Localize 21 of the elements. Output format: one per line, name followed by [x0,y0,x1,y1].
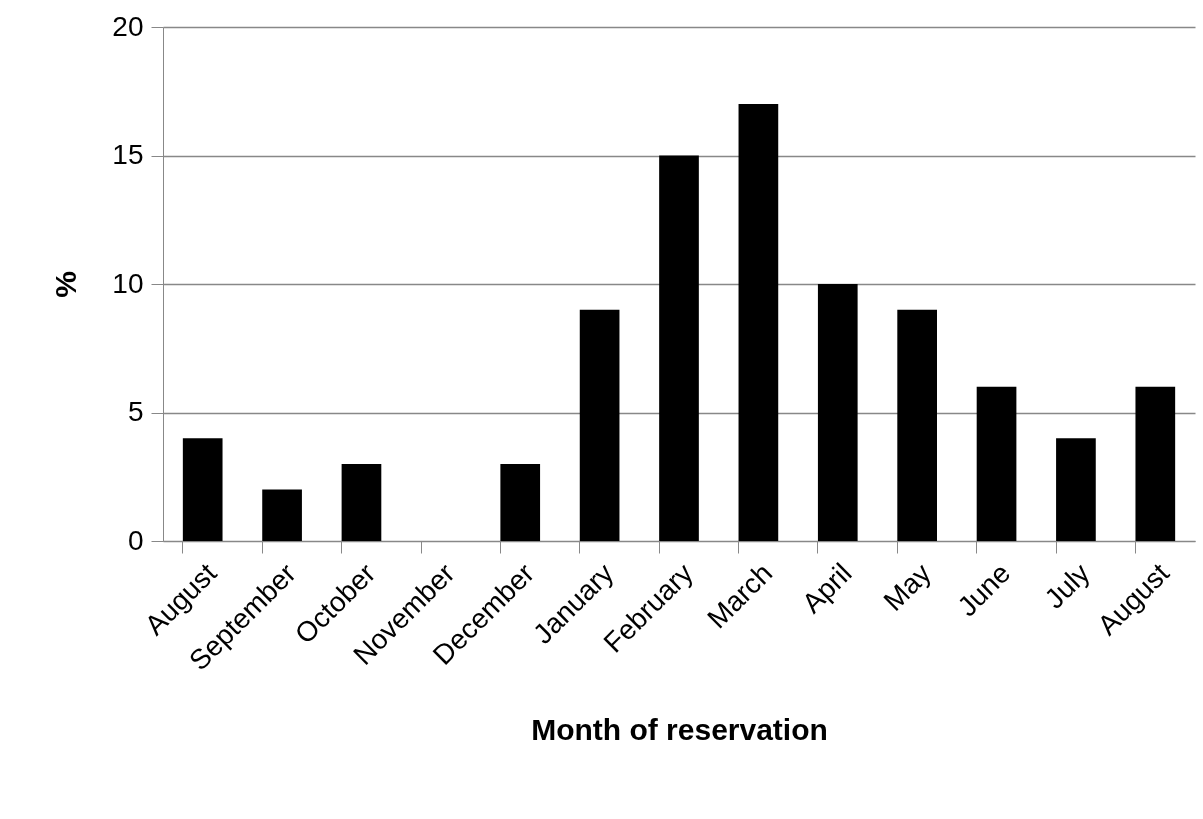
bar [579,309,620,541]
y-axis-title: % [49,271,83,298]
bar [659,155,699,541]
bar [1135,386,1176,541]
y-tick-label: 10 [112,267,144,299]
bar [738,104,779,541]
bar [262,489,302,541]
bar [897,309,937,541]
y-tick-label: 15 [112,139,144,170]
bar [817,284,858,541]
bar [341,463,382,541]
bar [976,386,1017,541]
y-tick-label: 20 [112,10,144,42]
x-tick-label: May [877,557,937,617]
y-tick-label: 5 [127,396,144,427]
x-axis-title: Month of reservation [531,713,828,747]
bar [182,438,223,541]
x-tick-label: July [1038,557,1096,615]
bar [1056,438,1096,541]
bar [500,463,541,541]
y-tick-label: 0 [127,524,144,556]
